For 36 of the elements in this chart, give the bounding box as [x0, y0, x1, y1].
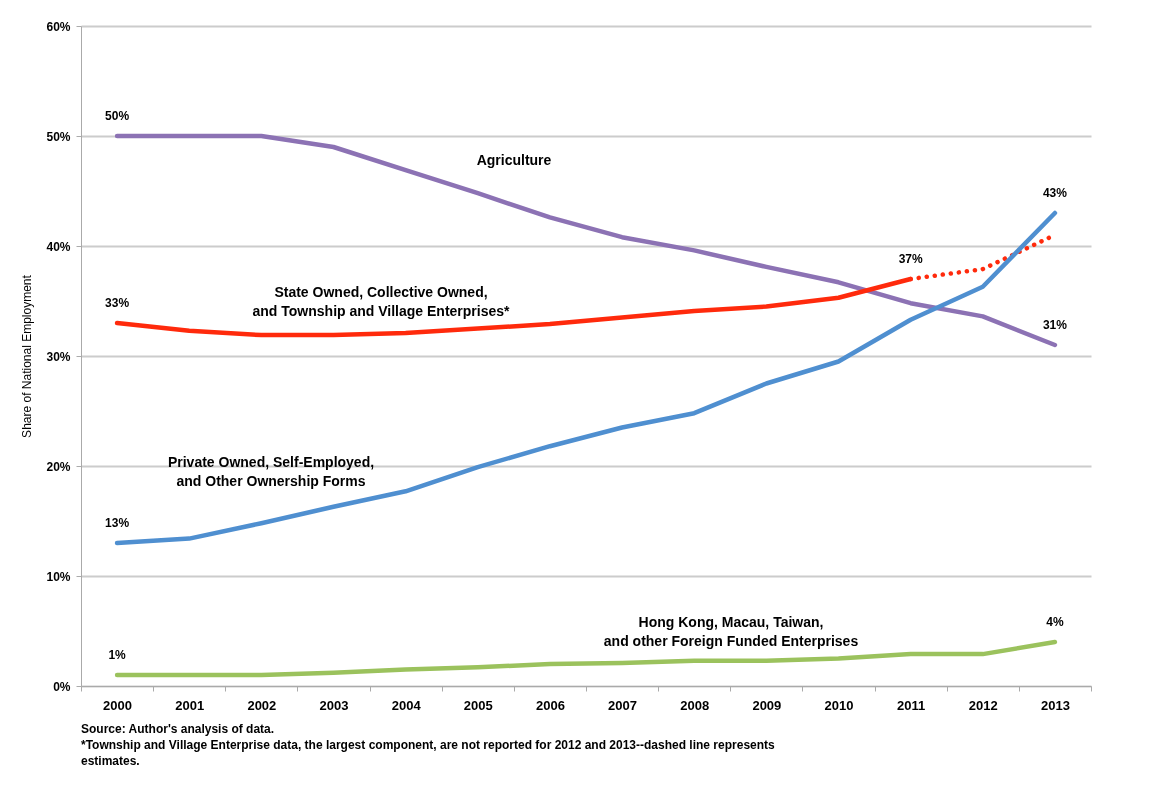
x-tick-label: 2013: [1040, 697, 1070, 713]
x-tick-label: 2005: [463, 697, 493, 713]
x-tick-label: 2001: [175, 697, 205, 713]
y-tick-label: 40%: [46, 239, 71, 254]
series-label: Agriculture: [476, 152, 552, 168]
x-tick-label: 2009: [752, 697, 782, 713]
x-tick-label: 2010: [824, 697, 854, 713]
x-tick-label: 2007: [608, 697, 638, 713]
text: *Township and Village Enterprise data, the largest component, are not reported for 2012 and 2013--dashed line represents estimates.: [81, 738, 776, 768]
data-label: 4%: [1046, 615, 1064, 629]
series-label: State Owned, Collective Owned, and Township and Village Enterprises*: [252, 284, 511, 319]
x-tick-label: 2011: [897, 697, 926, 713]
x-tick-label: 2008: [680, 697, 710, 713]
y-tick-label: 60%: [46, 19, 71, 34]
data-label: 50%: [105, 109, 130, 123]
source-note: Source: Author's analysis of data.: [81, 722, 275, 736]
series-label: Private Owned, Self-Employed, and Other Ownership Forms: [167, 454, 375, 489]
x-tick-label: 2004: [391, 697, 422, 713]
data-label: 37%: [898, 252, 923, 266]
x-tick-label: 2002: [247, 697, 277, 713]
y-tick-label: 10%: [46, 569, 71, 584]
y-tick-label: 50%: [46, 129, 71, 144]
x-tick-label: 2006: [535, 697, 565, 713]
x-tick-label: 2003: [319, 697, 349, 713]
data-label: 31%: [1042, 318, 1068, 332]
data-label: 33%: [105, 296, 130, 310]
x-tick-label: 2000: [103, 697, 133, 713]
data-label: 1%: [108, 648, 127, 662]
data-label: 43%: [1042, 186, 1068, 200]
series-label: Hong Kong, Macau, Taiwan, and other Foreign Funded Enterprises: [603, 614, 859, 649]
y-tick-label: 0%: [53, 679, 71, 694]
data-label: 13%: [105, 516, 130, 530]
x-tick-label: 2012: [968, 697, 998, 713]
y-tick-label: 20%: [46, 459, 71, 474]
y-tick-label: 30%: [46, 349, 71, 364]
y-axis-title: Share of National Employment: [20, 274, 35, 438]
